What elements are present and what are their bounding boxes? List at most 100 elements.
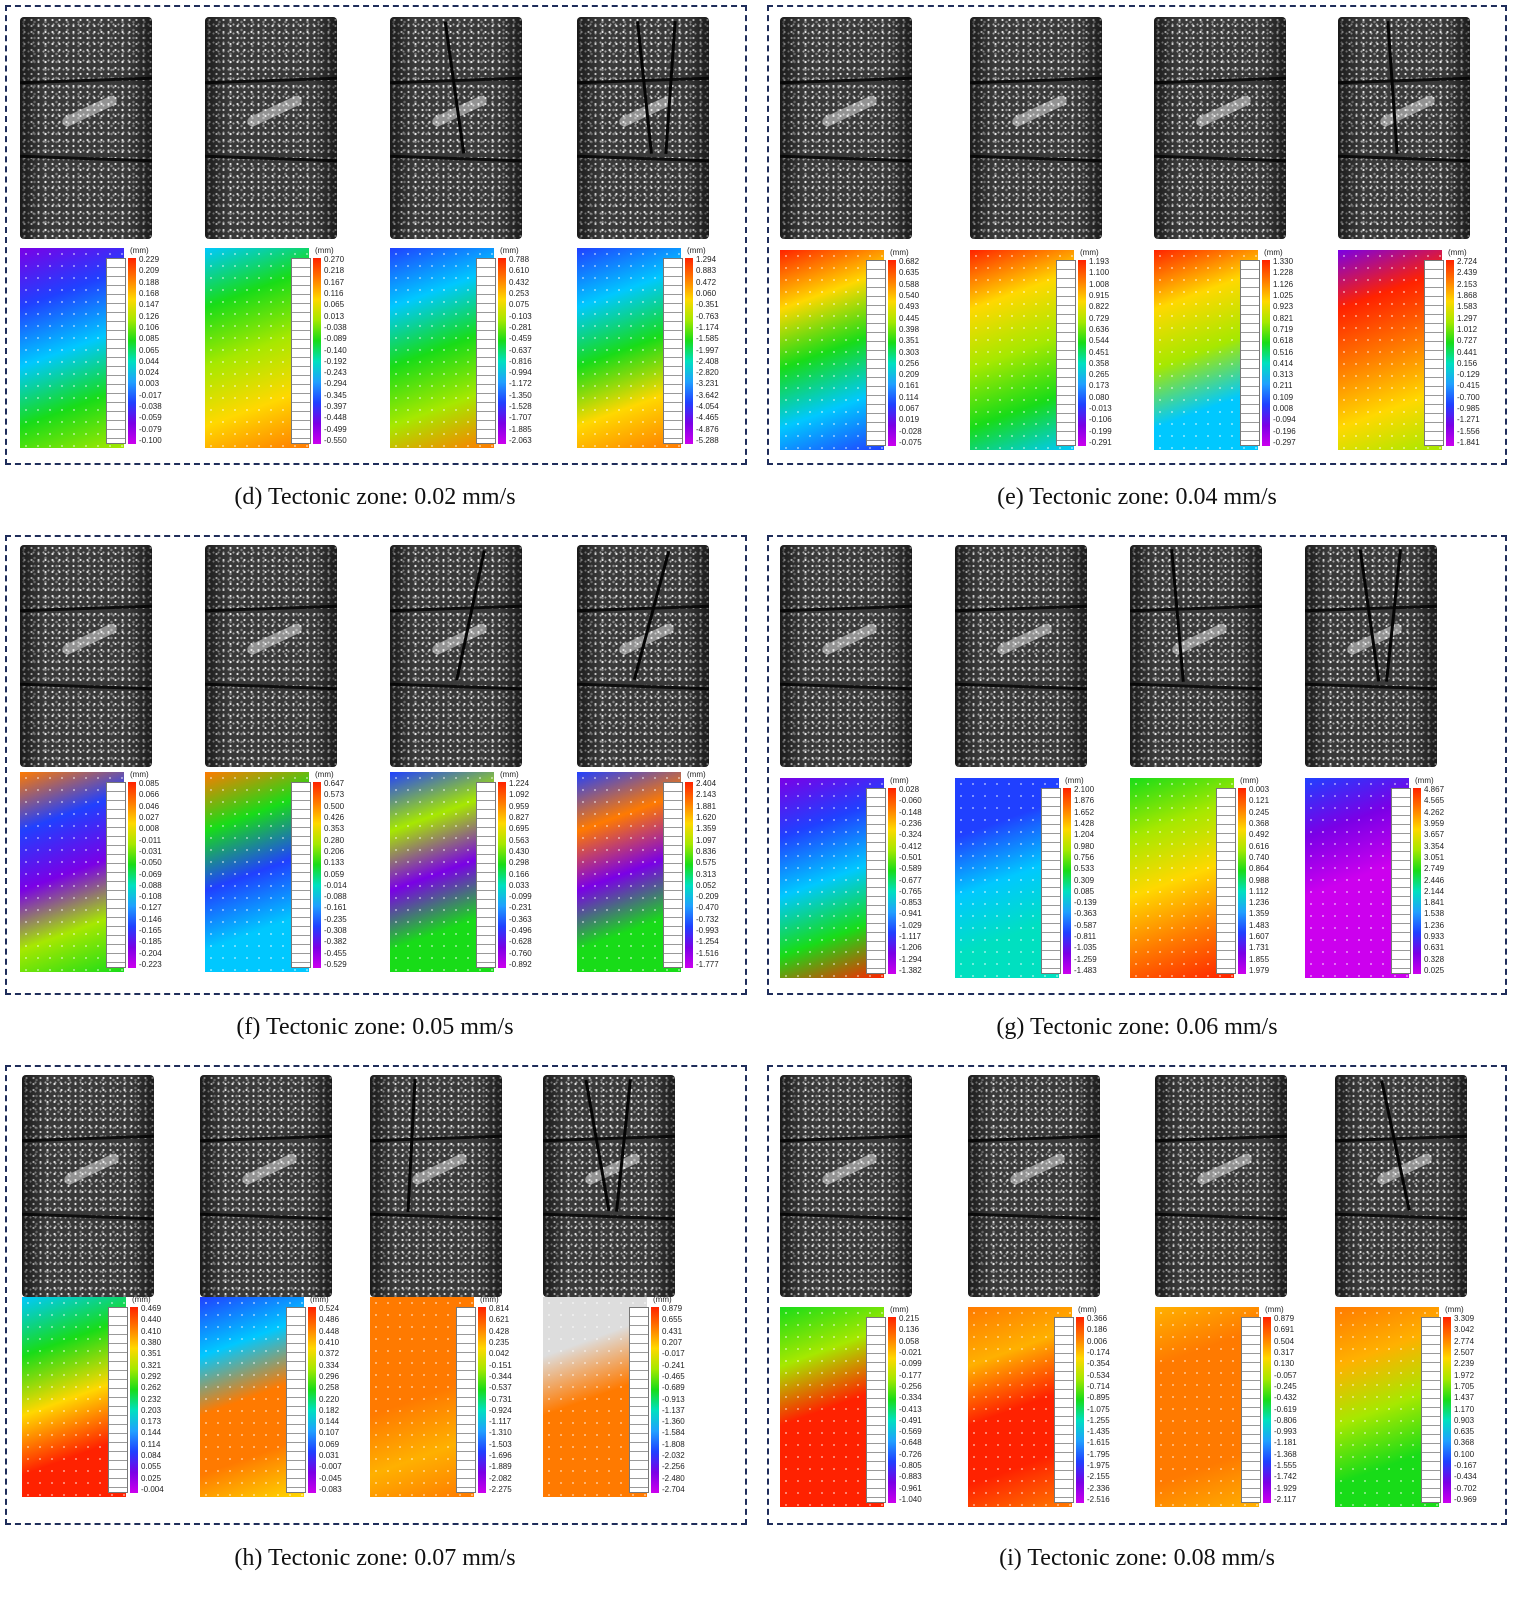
colorbar-unit: (mm) — [130, 770, 149, 779]
colorbar-tick-label: 0.114 — [899, 392, 919, 402]
colorbar-tick-label: 0.682 — [899, 257, 920, 266]
histogram-trace — [108, 1307, 128, 1493]
colorbar-tick-label: 0.065 — [324, 300, 345, 310]
colorbar-tick-label: -2.032 — [662, 1451, 685, 1461]
histogram-trace — [476, 258, 496, 444]
colorbar-tick-label: 0.207 — [662, 1337, 683, 1347]
colorbar-tick-label: -0.129 — [1457, 370, 1480, 380]
colorbar-tick-label: 1.359 — [1249, 909, 1270, 919]
colorbar-tick-label: -0.714 — [1087, 1381, 1110, 1391]
colorbar-tick-label: 0.469 — [141, 1304, 162, 1313]
prefab-crack — [22, 1212, 154, 1221]
colorbar-tick-label: 1.428 — [1074, 818, 1095, 828]
colorbar-tick-label: 0.321 — [141, 1360, 162, 1370]
prefab-crack — [370, 1134, 502, 1143]
colorbar-tick-label: -0.324 — [899, 830, 922, 840]
colorbar-tick-label: -1.516 — [696, 948, 719, 958]
colorbar-tick-label: 0.827 — [509, 812, 530, 822]
colorbar — [685, 258, 693, 444]
colorbar-tick-label: 0.156 — [1457, 358, 1478, 368]
colorbar-tick-label: -0.499 — [324, 424, 347, 434]
colorbar-tick-label: 0.033 — [509, 880, 530, 890]
colorbar-tick-label: 0.229 — [139, 255, 160, 264]
colorbar-tick-label: -1.615 — [1087, 1438, 1110, 1448]
colorbar-tick-label: 0.069 — [319, 1439, 340, 1449]
colorbar-labels: 1.294 0.883 0.472 0.060 -0.351 -0.763 -1.174 -1… — [696, 255, 732, 445]
colorbar-tick-label: 0.441 — [1457, 347, 1478, 357]
colorbar-tick-label: 0.923 — [1273, 302, 1294, 312]
colorbar-tick-label: -0.011 — [139, 835, 162, 845]
colorbar-tick-label: 0.046 — [139, 801, 160, 811]
colorbar-tick-label: 0.836 — [696, 846, 717, 856]
colorbar-tick-label: 1.855 — [1249, 954, 1270, 964]
colorbar-tick-label: -1.696 — [489, 1451, 512, 1461]
colorbar-tick-label: -0.883 — [899, 1472, 922, 1482]
colorbar — [498, 782, 506, 968]
colorbar-unit: (mm) — [890, 248, 909, 257]
colorbar-tick-label: 0.027 — [139, 812, 160, 822]
colorbar-tick-label: 0.126 — [139, 311, 160, 321]
tectonic-band — [820, 93, 879, 128]
colorbar-tick-label: 0.013 — [324, 311, 345, 321]
colorbar-labels: 0.366 0.186 0.006 -0.174 -0.354 -0.534 -0.714 -… — [1087, 1314, 1123, 1504]
colorbar-tick-label: -0.017 — [139, 390, 162, 400]
colorbar-tick-label: 1.868 — [1457, 290, 1478, 300]
histogram-trace — [456, 1307, 476, 1493]
colorbar-unit: (mm) — [1448, 248, 1467, 257]
colorbar-tick-label: -2.082 — [489, 1473, 512, 1483]
colorbar-tick-label: -0.924 — [489, 1405, 512, 1415]
colorbar — [1238, 788, 1246, 974]
colorbar-tick-label: -1.360 — [662, 1417, 685, 1427]
specimen-photo — [780, 17, 912, 239]
colorbar-tick-label: 0.366 — [1087, 1314, 1108, 1323]
colorbar-unit: (mm) — [315, 770, 334, 779]
prefab-crack — [970, 154, 1102, 163]
prefab-crack — [780, 682, 912, 691]
prefab-crack — [200, 1134, 332, 1143]
panel-caption: (i) Tectonic zone: 0.08 mm/s — [999, 1545, 1275, 1571]
specimen-photo — [577, 17, 709, 239]
colorbar — [888, 260, 896, 446]
colorbar-tick-label: 2.439 — [1457, 268, 1478, 278]
colorbar-tick-label: -1.885 — [509, 424, 532, 434]
colorbar-tick-label: -0.455 — [324, 948, 347, 958]
histogram-trace — [106, 782, 126, 968]
colorbar-tick-label: -0.413 — [899, 1404, 922, 1414]
colorbar-tick-label: -1.350 — [509, 390, 532, 400]
prefab-crack — [20, 154, 152, 163]
colorbar-tick-label: -4.054 — [696, 402, 719, 412]
colorbar-tick-label: 2.724 — [1457, 257, 1478, 266]
colorbar-tick-label: -0.014 — [324, 880, 347, 890]
prefab-crack — [390, 154, 522, 163]
prefab-crack — [1335, 1212, 1467, 1221]
specimen-photo — [1305, 545, 1437, 767]
colorbar-tick-label: -0.079 — [139, 424, 162, 434]
specimen-photo — [577, 545, 709, 767]
colorbar-labels: 2.404 2.143 1.881 1.620 1.359 1.097 0.836 0.575… — [696, 779, 732, 969]
colorbar-tick-label: 1.876 — [1074, 796, 1095, 806]
colorbar-tick-label: -4.876 — [696, 424, 719, 434]
colorbar-tick-label: 0.168 — [139, 288, 160, 298]
colorbar-tick-label: 0.166 — [509, 869, 530, 879]
colorbar-tick-label: -1.585 — [696, 334, 719, 344]
colorbar-tick-label: 1.330 — [1273, 257, 1294, 266]
colorbar-tick-label: -0.256 — [899, 1381, 922, 1391]
colorbar-tick-label: -0.106 — [1089, 415, 1112, 425]
colorbar-tick-label: -1.035 — [1074, 943, 1097, 953]
colorbar-unit: (mm) — [1240, 776, 1259, 785]
tectonic-band — [995, 621, 1054, 656]
tectonic-band — [617, 93, 676, 128]
colorbar — [1443, 1317, 1451, 1503]
colorbar-tick-label: 0.270 — [324, 255, 345, 264]
colorbar-tick-label: -0.308 — [324, 926, 347, 936]
specimen-photo — [390, 545, 522, 767]
panel-frame — [5, 1065, 747, 1525]
colorbar-tick-label: -0.700 — [1457, 392, 1480, 402]
colorbar-tick-label: -0.088 — [324, 892, 347, 902]
colorbar-tick-label: -1.742 — [1274, 1472, 1297, 1482]
colorbar-unit: (mm) — [1264, 248, 1283, 257]
colorbar-tick-label: 0.008 — [1273, 404, 1294, 414]
colorbar-tick-label: -0.491 — [899, 1415, 922, 1425]
colorbar-tick-label: 0.445 — [899, 313, 920, 323]
colorbar-tick-label: -0.204 — [139, 948, 162, 958]
